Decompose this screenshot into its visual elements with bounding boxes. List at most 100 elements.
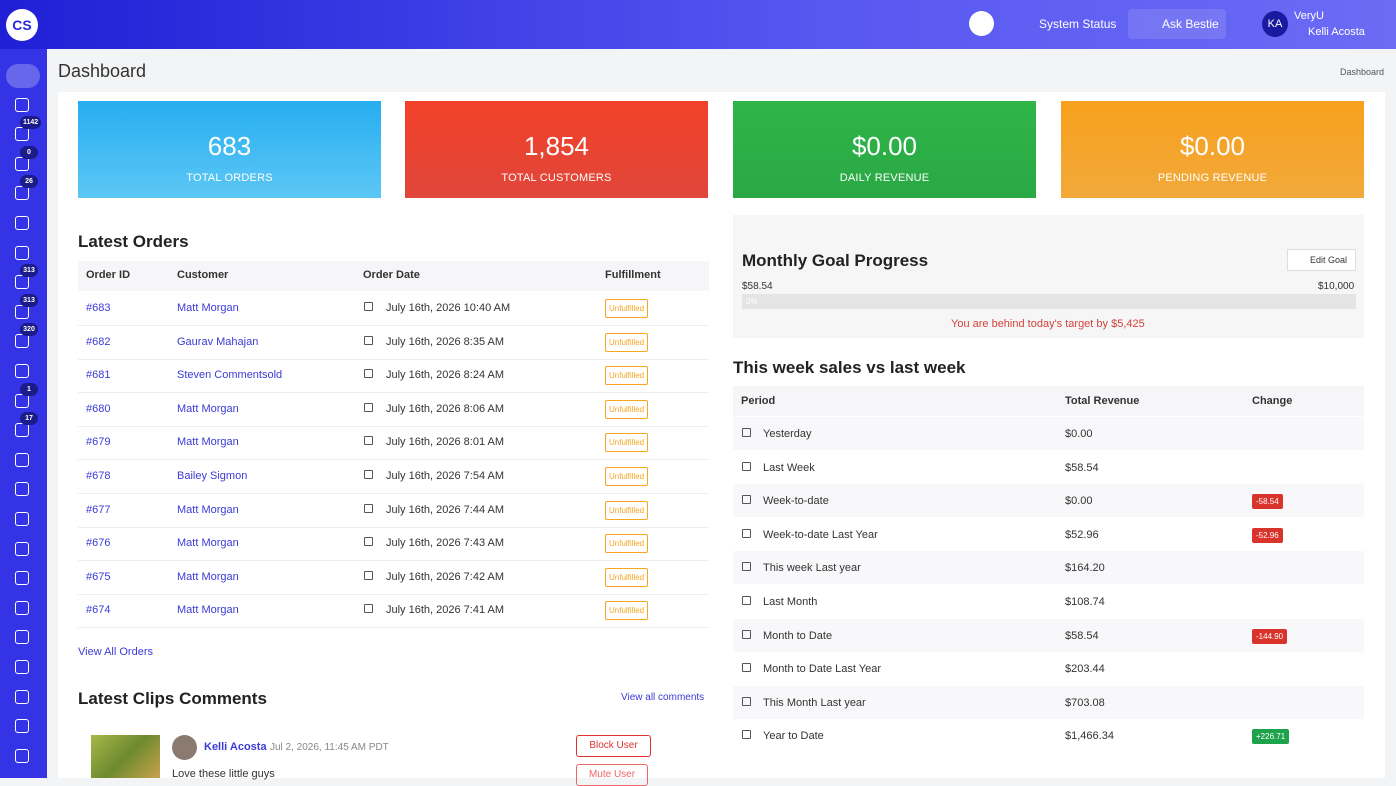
nav-badge: 313 [20, 264, 38, 278]
fulfillment: Unfulfilled [605, 332, 649, 352]
calendar-icon [364, 570, 373, 580]
orders-header: Customer [177, 269, 229, 281]
customer[interactable]: Matt Morgan [177, 503, 239, 516]
calendar-icon [364, 402, 373, 412]
nav-icon[interactable] [15, 245, 29, 260]
orders-title: Latest Orders [78, 232, 189, 251]
nav-icon[interactable] [15, 660, 29, 674]
nav-icon[interactable] [15, 334, 29, 349]
stat-card[interactable]: $0.00 DAILY REVENUE [733, 101, 1036, 198]
week-title: This week sales vs last week [733, 358, 966, 377]
ask-bestie[interactable]: Ask Bestie [1162, 17, 1219, 31]
revenue: $58.54 [1065, 629, 1099, 642]
fulfillment: Unfulfilled [605, 399, 649, 419]
order-id[interactable]: #683 [86, 302, 111, 314]
customer[interactable]: Matt Morgan [177, 402, 239, 415]
stat-value: $0.00 [851, 131, 918, 161]
nav-icon[interactable] [15, 275, 29, 290]
customer[interactable]: Steven Commentsold [177, 369, 283, 382]
stat-value: 683 [207, 131, 252, 161]
goal-current: $58.54 [742, 281, 773, 292]
revenue: $1,466.34 [1065, 730, 1114, 743]
theme-toggle[interactable] [969, 11, 994, 36]
revenue: $52.96 [1065, 528, 1099, 541]
row-divider [78, 325, 709, 326]
nav-icon[interactable] [15, 156, 29, 171]
customer[interactable]: Matt Morgan [177, 570, 239, 583]
nav-icon[interactable] [15, 364, 29, 378]
calendar-icon [742, 495, 751, 505]
calendar-icon [742, 596, 751, 605]
ask-button-bg[interactable] [1128, 9, 1226, 39]
nav-icon[interactable] [15, 452, 29, 467]
period: Last Month [763, 596, 818, 608]
customer[interactable]: Matt Morgan [177, 302, 239, 314]
nav-icon[interactable] [15, 748, 29, 763]
customer[interactable]: Bailey Sigmon [177, 470, 248, 482]
nav-icon[interactable] [15, 216, 29, 230]
stat-label: PENDING REVENUE [1157, 172, 1268, 184]
orders-header: Fulfillment [605, 269, 661, 281]
view-all-orders[interactable]: View All Orders [78, 646, 153, 658]
customer[interactable]: Matt Morgan [177, 436, 239, 449]
nav-icon[interactable] [15, 630, 29, 645]
goal-bar: 0% [742, 294, 1356, 309]
nav-icon[interactable] [15, 423, 29, 438]
top-bar: CS System Status Ask Bestie KA VeryU Kel… [0, 0, 1396, 49]
order-id[interactable]: #678 [86, 470, 111, 482]
order-date: July 16th, 2026 7:44 AM [386, 503, 505, 516]
nav-icon[interactable] [15, 719, 29, 734]
breadcrumb[interactable]: Dashboard [1340, 67, 1385, 77]
change: -58.54 [1252, 494, 1283, 510]
calendar-icon [742, 461, 751, 471]
calendar-icon [364, 436, 373, 446]
nav-icon[interactable] [15, 600, 29, 615]
block-user[interactable]: Block User [576, 735, 651, 757]
nav-icon[interactable] [15, 304, 29, 319]
stat-value: 1,854 [523, 131, 590, 161]
nav-icon[interactable] [15, 689, 29, 704]
nav-icon[interactable] [15, 127, 29, 142]
revenue: $0.00 [1065, 428, 1093, 440]
fulfillment: Unfulfilled [605, 433, 649, 453]
order-id[interactable]: #674 [86, 604, 111, 617]
comment-time: Jul 2, 2026, 11:45 AM PDT [270, 742, 389, 753]
order-id[interactable]: #682 [86, 335, 111, 348]
system-status[interactable]: System Status [1039, 17, 1117, 31]
nav-icon[interactable] [15, 512, 29, 526]
commenter-name[interactable]: Kelli Acosta [204, 741, 267, 753]
order-id[interactable]: #679 [86, 436, 111, 449]
customer[interactable]: Matt Morgan [177, 537, 239, 550]
clip-thumbnail[interactable] [91, 735, 160, 778]
nav-icon[interactable] [15, 541, 29, 556]
order-id[interactable]: #680 [86, 402, 111, 415]
revenue: $164.20 [1065, 562, 1105, 575]
logo[interactable]: CS [6, 9, 38, 41]
order-id[interactable]: #675 [86, 570, 111, 583]
order-id[interactable]: #676 [86, 537, 111, 550]
avatar[interactable]: KA [1262, 11, 1288, 37]
org-name: VeryU [1294, 10, 1324, 22]
nav-icon[interactable] [6, 64, 40, 88]
stat-card: 683 TOTAL ORDERS [78, 101, 381, 198]
nav-icon[interactable] [15, 482, 29, 497]
week-header: Period [741, 395, 776, 407]
row-divider [78, 627, 709, 629]
order-id[interactable]: #677 [86, 503, 111, 516]
customer[interactable]: Matt Morgan [177, 604, 239, 617]
view-all-comments[interactable]: View all comments [621, 692, 705, 703]
revenue: $108.74 [1065, 596, 1105, 608]
row-divider [78, 560, 709, 562]
nav-icon[interactable] [15, 571, 29, 586]
row-stripe [733, 551, 1364, 585]
order-date: July 16th, 2026 7:43 AM [386, 537, 505, 550]
nav-icon[interactable] [15, 97, 29, 112]
nav-icon[interactable] [15, 186, 29, 201]
nav-icon[interactable] [15, 393, 29, 408]
customer[interactable]: Gaurav Mahajan [177, 335, 259, 348]
edit-goal[interactable]: Edit Goal [1287, 249, 1356, 271]
nav-badge: 1142 [20, 116, 42, 130]
order-id[interactable]: #681 [86, 369, 111, 382]
mute-user[interactable]: Mute User [576, 764, 648, 786]
order-date: July 16th, 2026 7:54 AM [386, 470, 505, 482]
